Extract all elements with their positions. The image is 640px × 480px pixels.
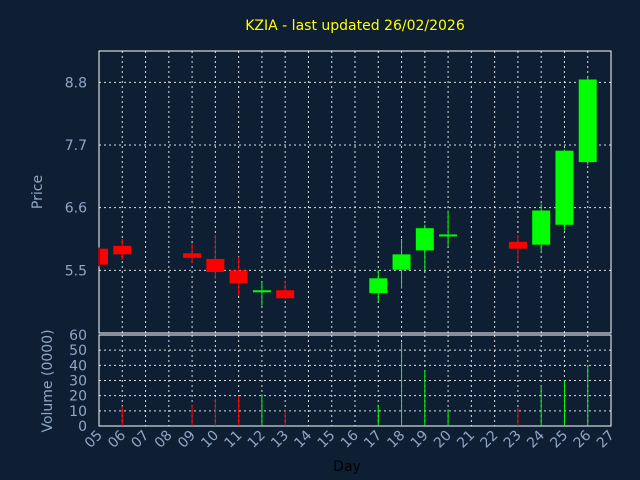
x-tick-label: 25	[547, 428, 571, 452]
volume-tick-label: 40	[69, 358, 87, 374]
x-axis-ticks: 05 06 07 08 09 10 11 12 13 14 15 16 17 18 19 20 21 22 23 24…	[82, 427, 618, 451]
candle-body	[276, 290, 295, 299]
x-tick-label: 07	[128, 428, 152, 452]
volume-tick-label: 50	[69, 343, 87, 359]
x-tick-label: 16	[338, 427, 362, 451]
x-tick-label: 06	[105, 427, 129, 451]
candle-body	[555, 150, 574, 225]
candle-body	[206, 258, 225, 273]
chart-title: KZIA - last updated 26/02/2026	[245, 18, 465, 34]
candle-body	[369, 278, 388, 294]
x-tick-label: 20	[431, 428, 455, 452]
x-tick-label: 18	[384, 428, 408, 452]
candle-body	[392, 254, 411, 270]
volume-tick-label: 10	[69, 404, 87, 420]
x-tick-label: 19	[408, 428, 432, 452]
price-tick-label: 8.8	[65, 75, 87, 91]
price-y-ticks: 5.5 6.6 7.7 8.8	[65, 75, 87, 279]
candle-body	[183, 253, 202, 258]
x-tick-label: 14	[291, 427, 315, 451]
candle-body	[508, 241, 527, 249]
x-tick-label: 17	[361, 428, 385, 452]
price-axis-label: Price	[30, 175, 46, 209]
x-tick-label: 22	[478, 428, 502, 452]
price-grid	[99, 51, 611, 333]
x-tick-label: 11	[222, 428, 246, 452]
price-tick-label: 5.5	[65, 263, 87, 279]
x-tick-label: 15	[315, 428, 339, 452]
x-tick-label: 21	[454, 428, 478, 452]
x-tick-label: 24	[524, 427, 548, 451]
price-tick-label: 6.6	[65, 201, 87, 217]
candle-body	[415, 228, 434, 251]
price-panel: 5.5 6.6 7.7 8.8	[65, 50, 612, 334]
candle-body	[578, 79, 597, 163]
volume-tick-label: 0	[78, 419, 87, 435]
volume-tick-label: 60	[69, 328, 87, 344]
candle-body	[229, 270, 248, 284]
x-axis-label: Day	[333, 459, 361, 475]
price-tick-label: 7.7	[65, 138, 87, 154]
x-tick-label: 08	[152, 428, 176, 452]
volume-axis-label: Volume (0000)	[40, 329, 56, 432]
volume-tick-label: 20	[69, 389, 87, 405]
x-tick-label: 13	[268, 428, 292, 452]
x-tick-label: 26	[571, 427, 595, 451]
candle-body	[532, 210, 551, 245]
candle-body	[439, 234, 458, 237]
x-tick-label: 10	[198, 428, 222, 452]
x-tick-label: 23	[501, 428, 525, 452]
candle-body	[252, 290, 271, 293]
candle-body	[113, 245, 132, 255]
volume-tick-label: 30	[69, 374, 87, 390]
x-tick-label: 27	[594, 428, 618, 452]
candle-body	[100, 248, 108, 265]
x-tick-label: 12	[245, 428, 269, 452]
candles	[98, 76, 597, 306]
volume-bars	[121, 342, 589, 426]
volume-grid	[99, 335, 611, 426]
x-tick-label: 09	[175, 428, 199, 452]
